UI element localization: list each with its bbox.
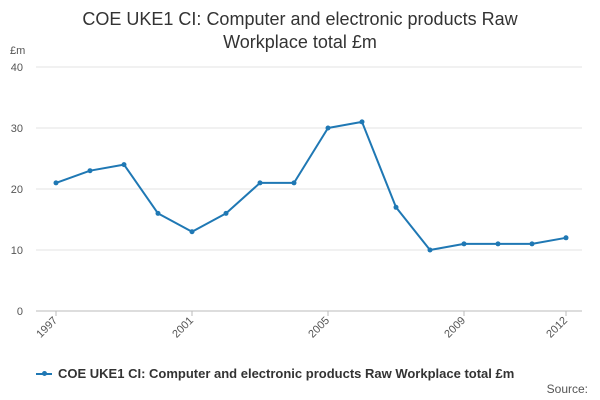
y-tick-label: 0 [17, 306, 23, 318]
data-point [223, 210, 229, 216]
data-point [461, 241, 467, 247]
data-point [189, 229, 195, 235]
y-axis-ticks: 0 10 20 30 40 [11, 62, 23, 318]
y-tick-label: 10 [11, 245, 23, 257]
series-line-0 [55, 120, 567, 251]
x-tick-label: 2009 [442, 315, 468, 341]
data-point [393, 204, 399, 210]
data-point [529, 241, 535, 247]
y-tick-label: 30 [11, 123, 23, 135]
legend-label: COE UKE1 CI: Computer and electronic pro… [58, 366, 515, 381]
chart-title: COE UKE1 CI: Computer and electronic pro… [0, 8, 600, 54]
data-point [121, 162, 127, 168]
data-point [257, 180, 263, 186]
data-point [87, 168, 93, 174]
series-group [53, 119, 569, 253]
data-point [563, 235, 569, 241]
data-point [359, 119, 365, 125]
y-tick-label: 20 [11, 184, 23, 196]
x-tick-label: 1997 [34, 315, 60, 341]
data-point [53, 180, 59, 186]
data-point [155, 210, 161, 216]
y-tick-label: 40 [11, 62, 23, 74]
chart-title-line-1: COE UKE1 CI: Computer and electronic pro… [82, 9, 518, 29]
x-tick-label: 2001 [170, 315, 196, 341]
data-point [427, 247, 433, 253]
y-axis-unit-label: £m [10, 45, 26, 57]
x-tick-label: 2005 [306, 315, 332, 341]
data-point [495, 241, 501, 247]
chart-title-line-2: Workplace total £m [223, 32, 377, 52]
x-tick-label: 2012 [544, 315, 570, 341]
legend-swatch-icon [36, 370, 52, 376]
x-axis: 1997 2001 2005 2009 2012 [34, 310, 582, 341]
data-point [325, 125, 331, 131]
legend: COE UKE1 CI: Computer and electronic pro… [36, 366, 514, 381]
source-label: Source: [546, 382, 588, 396]
data-point [291, 180, 297, 186]
gridlines [36, 66, 582, 312]
